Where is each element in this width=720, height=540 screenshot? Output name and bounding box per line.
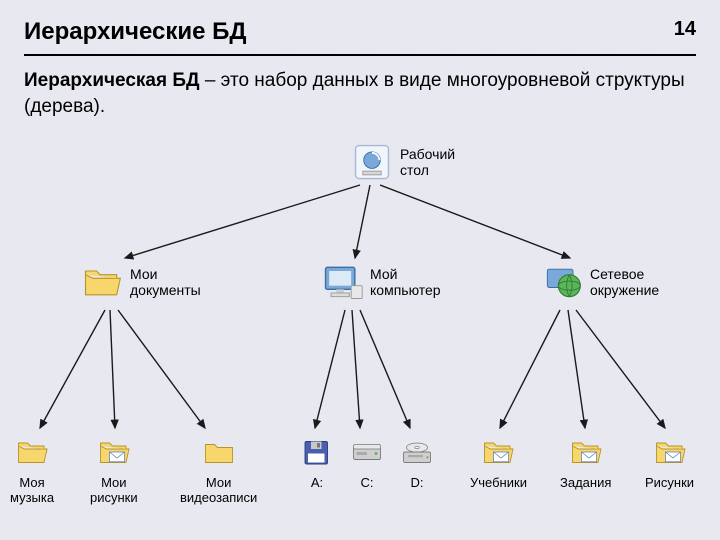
folder-mail-icon (564, 430, 608, 474)
title-rule (24, 54, 696, 56)
tree-node: Моидокументы (80, 260, 201, 304)
page-title: Иерархические БД (24, 18, 247, 46)
page-number: 14 (674, 18, 696, 41)
tree-node: Задания (560, 430, 611, 491)
node-label: Мойкомпьютер (370, 266, 441, 298)
folder-icon (197, 430, 241, 474)
node-label: Моивидеозаписи (180, 476, 257, 506)
tree-node: Сетевоеокружение (540, 260, 659, 304)
node-label: Задания (560, 476, 611, 491)
node-label: Сетевоеокружение (590, 266, 659, 298)
globe-icon (540, 260, 584, 304)
floppy-icon (295, 430, 339, 474)
tree-node: Мойкомпьютер (320, 260, 441, 304)
node-label: Учебники (470, 476, 527, 491)
tree-node: D: (395, 430, 439, 491)
folder-open-icon (80, 260, 124, 304)
definition-bold: Иерархическая БД (24, 70, 200, 91)
node-label: Моямузыка (10, 476, 54, 506)
tree-node: Моямузыка (10, 430, 54, 506)
tree-node: Моивидеозаписи (180, 430, 257, 506)
desktop-icon (350, 140, 394, 184)
tree-diagram: Рабочийстол Моидокументы Мойкомпьютер Се… (0, 130, 720, 540)
node-label: Рисунки (645, 476, 694, 491)
node-label: Рабочийстол (400, 146, 455, 178)
folder-mail-icon (92, 430, 136, 474)
cd-icon (395, 430, 439, 474)
folder-mail-icon (476, 430, 520, 474)
tree-node: C: (345, 430, 389, 491)
node-label: Моидокументы (130, 266, 201, 298)
monitor-icon (320, 260, 364, 304)
tree-node: Рабочийстол (350, 140, 455, 184)
tree-node: A: (295, 430, 339, 491)
node-label: C: (361, 476, 374, 491)
node-label: D: (411, 476, 424, 491)
node-label: A: (311, 476, 323, 491)
hdd-icon (345, 430, 389, 474)
definition-text: Иерархическая БД – это набор данных в ви… (24, 68, 696, 119)
node-label: Моирисунки (90, 476, 138, 506)
folder-mail-icon (648, 430, 692, 474)
tree-node: Учебники (470, 430, 527, 491)
folder-open-icon (10, 430, 54, 474)
tree-node: Моирисунки (90, 430, 138, 506)
tree-node: Рисунки (645, 430, 694, 491)
